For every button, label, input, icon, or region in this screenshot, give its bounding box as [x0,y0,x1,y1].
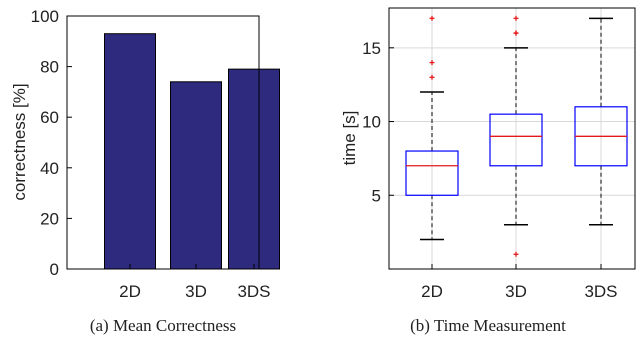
y-tick-label: 5 [372,186,381,205]
y-tick-label: 80 [40,58,59,77]
box-3D [489,15,543,257]
y-tick-label: 15 [362,39,381,58]
bar-2D [104,33,156,270]
interquartile-box [489,113,543,167]
outlier-marker [429,60,435,66]
outlier-marker [429,15,435,21]
box-2D [405,15,459,241]
x-tick-label: 3D [185,282,207,301]
box-plot-ylabel: time [s] [340,111,359,166]
y-tick-label: 40 [40,159,59,178]
x-tick-label: 2D [421,282,443,301]
bar-chart-ylabel: correctness [%] [10,83,29,200]
y-tick-label: 20 [40,209,59,228]
box-plot-caption: (b) Time Measurement [410,316,566,335]
outlier-marker [513,15,519,21]
box-plot-panel: 5 10 15 2D 3D 3DS time [s] (b) Time Measurem… [340,7,636,335]
outlier-marker [513,30,519,36]
x-tick-label: 3DS [237,282,270,301]
outlier-marker [429,74,435,80]
x-tick-label: 2D [119,282,141,301]
box-3DS [574,17,628,226]
y-tick-label: 0 [50,260,59,279]
y-tick-label: 100 [31,7,59,26]
bar-3D [170,81,222,270]
bar-chart-caption: (a) Mean Correctness [90,316,236,335]
x-tick-label: 3D [505,282,527,301]
x-tick-label: 3DS [584,282,617,301]
y-tick-label: 60 [40,108,59,127]
interquartile-box [405,150,459,196]
bar-3DS [228,68,280,270]
bar-chart-panel: 0 20 40 60 80 100 2D 3D 3DS correctness [%] (a)… [10,7,280,335]
y-tick-label: 10 [362,113,381,132]
box-plot-axes-frame [388,7,636,270]
bar-chart-axes-frame [66,15,260,270]
outlier-marker [513,251,519,257]
